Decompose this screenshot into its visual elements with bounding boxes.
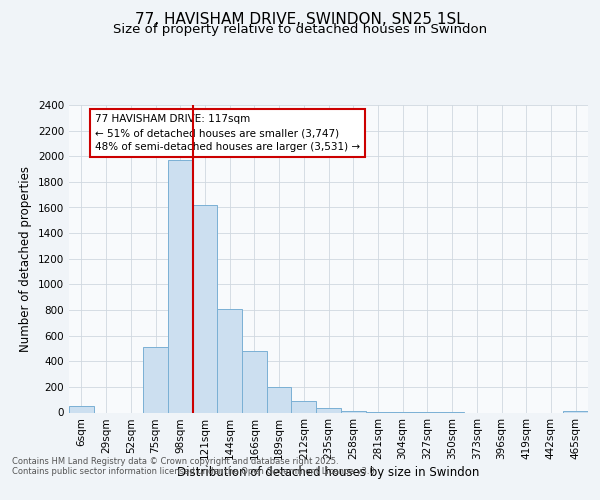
Bar — [69, 406, 94, 412]
Y-axis label: Number of detached properties: Number of detached properties — [19, 166, 32, 352]
Bar — [168, 160, 193, 412]
Bar — [341, 410, 365, 412]
X-axis label: Distribution of detached houses by size in Swindon: Distribution of detached houses by size … — [178, 466, 479, 479]
Text: Contains public sector information licensed under the Open Government Licence v3: Contains public sector information licen… — [12, 467, 377, 476]
Text: Contains HM Land Registry data © Crown copyright and database right 2025.: Contains HM Land Registry data © Crown c… — [12, 457, 338, 466]
Bar — [292, 401, 316, 412]
Text: 77 HAVISHAM DRIVE: 117sqm
← 51% of detached houses are smaller (3,747)
48% of se: 77 HAVISHAM DRIVE: 117sqm ← 51% of detac… — [95, 114, 360, 152]
Bar — [217, 308, 242, 412]
Text: Size of property relative to detached houses in Swindon: Size of property relative to detached ho… — [113, 24, 487, 36]
Text: 77, HAVISHAM DRIVE, SWINDON, SN25 1SL: 77, HAVISHAM DRIVE, SWINDON, SN25 1SL — [135, 12, 465, 28]
Bar — [193, 205, 217, 412]
Bar — [143, 347, 168, 412]
Bar — [267, 387, 292, 412]
Bar — [316, 408, 341, 412]
Bar — [563, 410, 588, 412]
Bar — [242, 351, 267, 412]
